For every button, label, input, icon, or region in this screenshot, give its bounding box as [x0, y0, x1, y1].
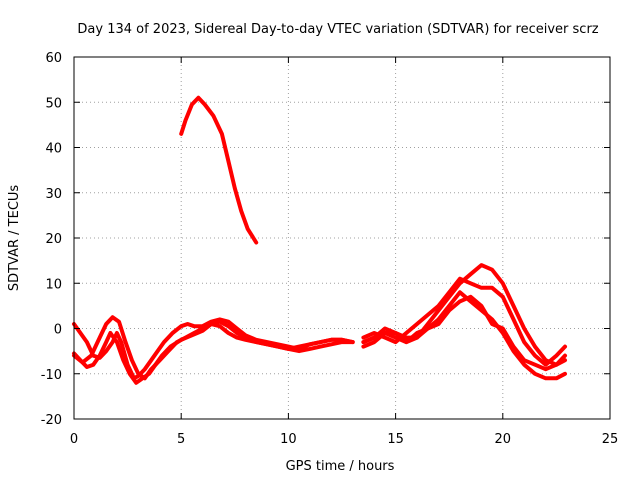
y-tick-label: -10 [41, 368, 62, 383]
y-tick-label: 50 [45, 96, 62, 111]
series-line-trace-3 [72, 315, 355, 381]
series-line-trace-8 [361, 263, 567, 367]
x-tick-label: 15 [387, 432, 404, 447]
x-axis-title: GPS time / hours [286, 459, 395, 474]
y-axis-title: SDTVAR / TECUs [7, 185, 22, 292]
x-tick-label: 5 [177, 432, 185, 447]
x-axis: 0 5 10 15 20 25 [70, 57, 618, 447]
y-tick-label: 40 [45, 142, 62, 157]
y-tick-label: 60 [45, 51, 62, 66]
y-tick-label: 10 [45, 277, 62, 292]
x-tick-label: 20 [495, 432, 512, 447]
grid [74, 57, 610, 419]
x-tick-label: 10 [280, 432, 297, 447]
chart-title: Day 134 of 2023, Sidereal Day-to-day VTE… [77, 22, 598, 37]
y-tick-label: 0 [54, 323, 62, 338]
data-series [72, 95, 567, 385]
y-tick-label: 20 [45, 232, 62, 247]
y-axis: -20 -10 0 10 20 30 40 50 60 [41, 51, 610, 428]
x-tick-label: 0 [70, 432, 78, 447]
series-line-trace-7 [361, 276, 567, 367]
series-line-trace-4 [179, 95, 259, 245]
y-tick-label: -20 [41, 413, 62, 428]
y-tick-label: 30 [45, 187, 62, 202]
x-tick-label: 25 [602, 432, 619, 447]
